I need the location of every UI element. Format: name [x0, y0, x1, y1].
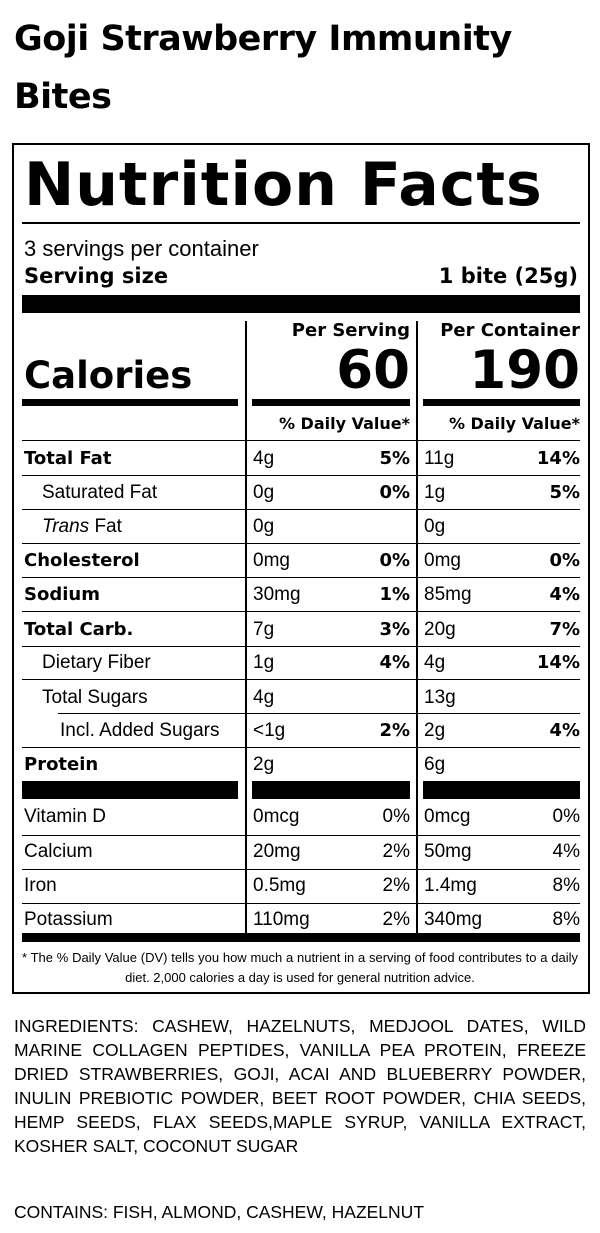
divider-thin — [22, 222, 580, 224]
divider-calories-left — [22, 399, 238, 406]
ingredients-list: INGREDIENTS: CASHEW, HAZELNUTS, MEDJOOL … — [14, 1016, 586, 1156]
divider-calories-container — [423, 399, 580, 406]
servings-per-container: 3 servings per container — [24, 236, 259, 261]
calories-per-serving: 60 — [336, 340, 410, 401]
divider-protein-left — [22, 781, 238, 799]
daily-value-footnote: * The % Daily Value (DV) tells you how m… — [22, 950, 578, 985]
calories-label: Calories — [24, 354, 193, 397]
calories-per-container: 190 — [469, 340, 580, 401]
divider-protein-container — [423, 781, 580, 799]
serving-size-value: 1 bite (25g) — [438, 264, 578, 288]
divider-protein-serving — [252, 781, 410, 799]
serving-size-label: Serving size — [24, 264, 169, 288]
nutrition-facts-label: Nutrition Facts 3 servings per container… — [12, 143, 590, 994]
divider-dv — [22, 440, 580, 441]
divider-thick — [22, 295, 580, 313]
per-serving-header: Per Serving — [291, 320, 410, 341]
per-container-header: Per Container — [440, 320, 580, 341]
daily-value-header-container: % Daily Value* — [448, 414, 580, 433]
daily-value-header-serving: % Daily Value* — [278, 414, 410, 433]
divider-footnote — [22, 933, 580, 942]
column-divider-container — [416, 321, 418, 933]
allergen-statement: CONTAINS: FISH, ALMOND, CASHEW, HAZELNUT — [14, 1202, 425, 1222]
nutrition-facts-heading: Nutrition Facts — [24, 150, 543, 220]
product-title: Goji Strawberry Immunity Bites — [14, 19, 512, 117]
column-divider-serving — [245, 321, 247, 933]
divider-calories-serving — [252, 399, 410, 406]
